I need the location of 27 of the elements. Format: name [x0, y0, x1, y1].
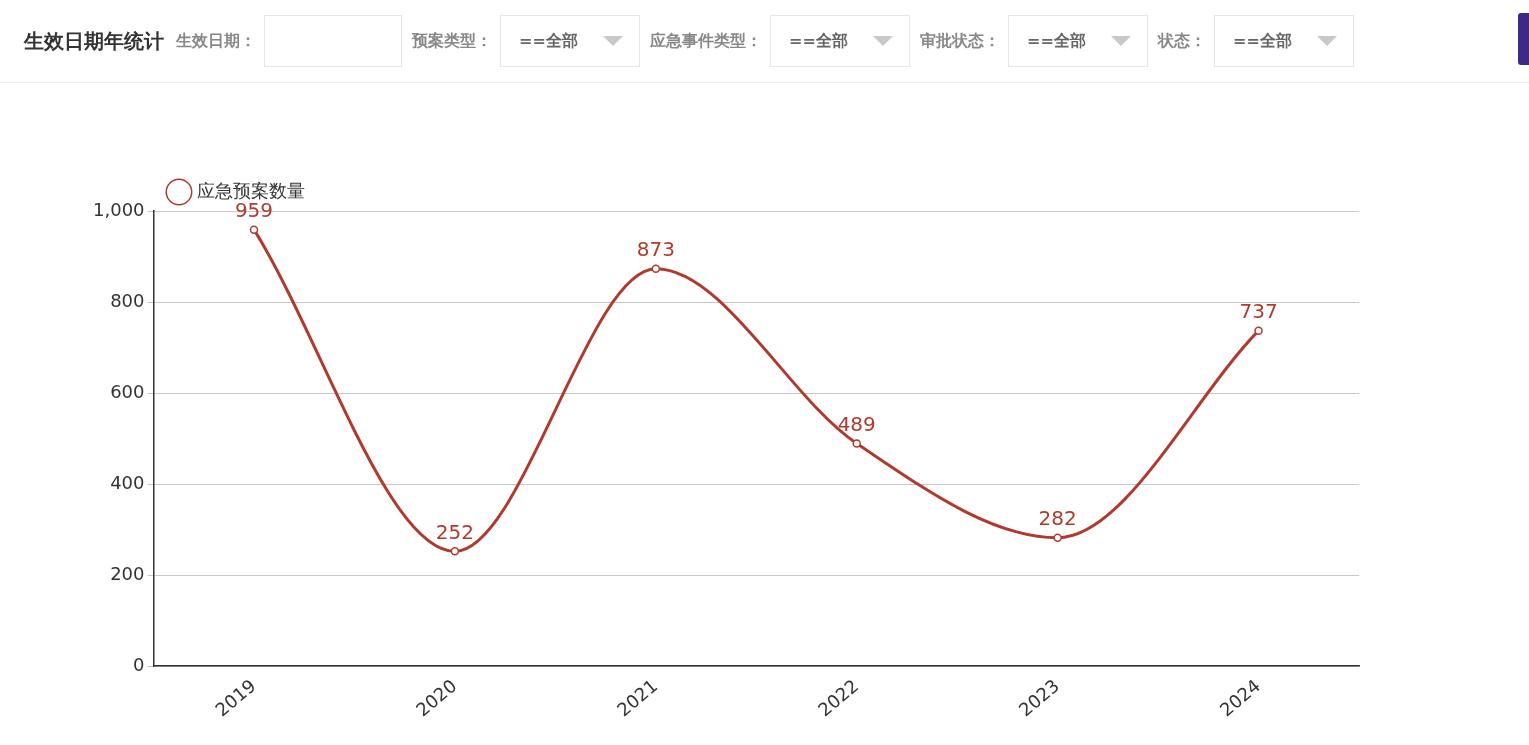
data-label: 873: [636, 236, 675, 261]
y-tick-label: 0: [133, 653, 145, 675]
y-tick-label: 400: [110, 471, 145, 493]
point: [1053, 533, 1062, 542]
point: [450, 547, 460, 556]
data-label: 252: [435, 519, 474, 544]
chart-title: 生效日期年统计: [24, 27, 164, 55]
text: 应急事件类型：: [650, 30, 762, 52]
text: ==全部: [519, 30, 578, 52]
point: [852, 439, 861, 448]
text: 审批状态：: [920, 30, 1000, 52]
text: 预案类型：: [412, 30, 492, 52]
text: ==全部: [1027, 30, 1086, 52]
text: ==全部: [789, 30, 848, 52]
point: [1254, 326, 1263, 335]
y-tick-label: 800: [110, 289, 145, 311]
point: [651, 264, 661, 274]
text: ==全部: [1233, 30, 1292, 52]
text: 生效日期：: [176, 30, 256, 52]
y-tick-label: 200: [110, 562, 145, 584]
y-tick-label: 1,000: [93, 198, 145, 220]
y-tick-label: 600: [110, 380, 145, 402]
data-label: 737: [1239, 298, 1278, 323]
data-label: 282: [1038, 505, 1077, 530]
data-label: 489: [837, 411, 876, 436]
point: [249, 225, 259, 234]
text: 状态：: [1158, 30, 1206, 52]
